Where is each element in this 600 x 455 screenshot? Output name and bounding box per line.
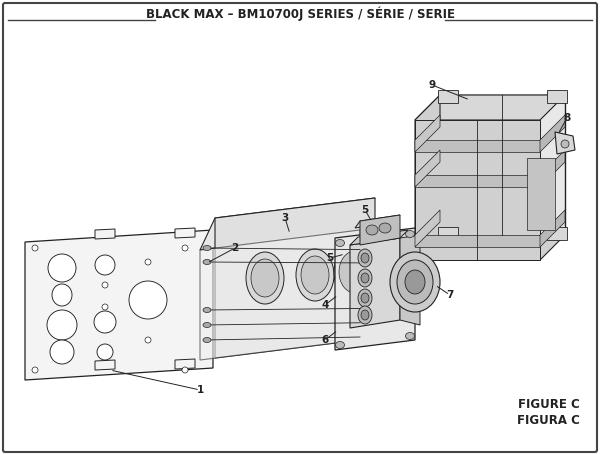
Polygon shape: [440, 95, 565, 235]
Polygon shape: [350, 238, 400, 328]
Ellipse shape: [335, 239, 344, 247]
Text: 1: 1: [196, 385, 203, 395]
Polygon shape: [527, 158, 555, 230]
Ellipse shape: [361, 253, 369, 263]
Polygon shape: [415, 120, 540, 260]
Ellipse shape: [301, 256, 329, 294]
Polygon shape: [360, 215, 400, 245]
Ellipse shape: [32, 245, 38, 251]
Ellipse shape: [246, 252, 284, 304]
Polygon shape: [200, 198, 375, 250]
Ellipse shape: [203, 259, 211, 264]
Ellipse shape: [339, 251, 371, 293]
Polygon shape: [95, 229, 115, 239]
Text: FIGURA C: FIGURA C: [517, 414, 580, 426]
Ellipse shape: [406, 231, 415, 238]
Polygon shape: [540, 210, 565, 247]
Polygon shape: [175, 228, 195, 238]
Ellipse shape: [561, 140, 569, 148]
Text: FIGURE C: FIGURE C: [518, 399, 580, 411]
Polygon shape: [438, 90, 458, 103]
Polygon shape: [400, 235, 420, 325]
Ellipse shape: [97, 344, 113, 360]
Polygon shape: [540, 115, 565, 152]
Ellipse shape: [182, 245, 188, 251]
Ellipse shape: [361, 293, 369, 303]
Ellipse shape: [366, 225, 378, 235]
Polygon shape: [415, 235, 565, 260]
Ellipse shape: [32, 367, 38, 373]
Polygon shape: [25, 230, 213, 380]
Ellipse shape: [203, 338, 211, 343]
Ellipse shape: [406, 333, 415, 339]
Ellipse shape: [251, 259, 279, 297]
Polygon shape: [555, 132, 575, 154]
Ellipse shape: [129, 281, 167, 319]
Polygon shape: [547, 227, 567, 240]
Text: 5: 5: [361, 205, 368, 215]
Ellipse shape: [145, 259, 151, 265]
Polygon shape: [415, 235, 540, 247]
Polygon shape: [215, 198, 375, 358]
Polygon shape: [350, 230, 408, 245]
Text: 9: 9: [428, 80, 436, 90]
Polygon shape: [95, 360, 115, 370]
Ellipse shape: [47, 310, 77, 340]
Ellipse shape: [335, 342, 344, 349]
Polygon shape: [200, 230, 360, 360]
Ellipse shape: [358, 269, 372, 287]
Ellipse shape: [390, 252, 440, 312]
Ellipse shape: [95, 255, 115, 275]
Ellipse shape: [203, 246, 211, 251]
Polygon shape: [547, 90, 567, 103]
Polygon shape: [540, 150, 565, 187]
Ellipse shape: [405, 270, 425, 294]
Ellipse shape: [358, 249, 372, 267]
Ellipse shape: [52, 284, 72, 306]
Text: 4: 4: [322, 300, 329, 310]
Polygon shape: [415, 175, 540, 187]
Ellipse shape: [145, 337, 151, 343]
Polygon shape: [415, 210, 440, 247]
Ellipse shape: [50, 340, 74, 364]
Polygon shape: [415, 115, 440, 152]
Ellipse shape: [48, 254, 76, 282]
Ellipse shape: [203, 323, 211, 328]
Text: BLACK MAX – BM10700J SERIES / SÉRIE / SERIE: BLACK MAX – BM10700J SERIES / SÉRIE / SE…: [146, 7, 455, 21]
Text: 2: 2: [232, 243, 239, 253]
Text: 7: 7: [446, 290, 454, 300]
Ellipse shape: [334, 244, 376, 300]
Polygon shape: [415, 140, 540, 152]
Ellipse shape: [94, 311, 116, 333]
Ellipse shape: [397, 260, 433, 304]
Polygon shape: [438, 227, 458, 240]
Ellipse shape: [361, 310, 369, 320]
Polygon shape: [335, 228, 415, 350]
Text: 5: 5: [326, 253, 334, 263]
Ellipse shape: [358, 289, 372, 307]
Polygon shape: [415, 95, 565, 120]
Ellipse shape: [182, 367, 188, 373]
Text: 8: 8: [563, 113, 571, 123]
Polygon shape: [175, 359, 195, 369]
Ellipse shape: [203, 308, 211, 313]
Ellipse shape: [102, 304, 108, 310]
Ellipse shape: [361, 273, 369, 283]
Polygon shape: [415, 95, 440, 260]
Ellipse shape: [358, 306, 372, 324]
Text: 6: 6: [322, 335, 329, 345]
Ellipse shape: [379, 223, 391, 233]
Polygon shape: [415, 150, 440, 187]
Ellipse shape: [102, 282, 108, 288]
Ellipse shape: [296, 249, 334, 301]
Polygon shape: [355, 215, 400, 228]
Text: 3: 3: [281, 213, 289, 223]
